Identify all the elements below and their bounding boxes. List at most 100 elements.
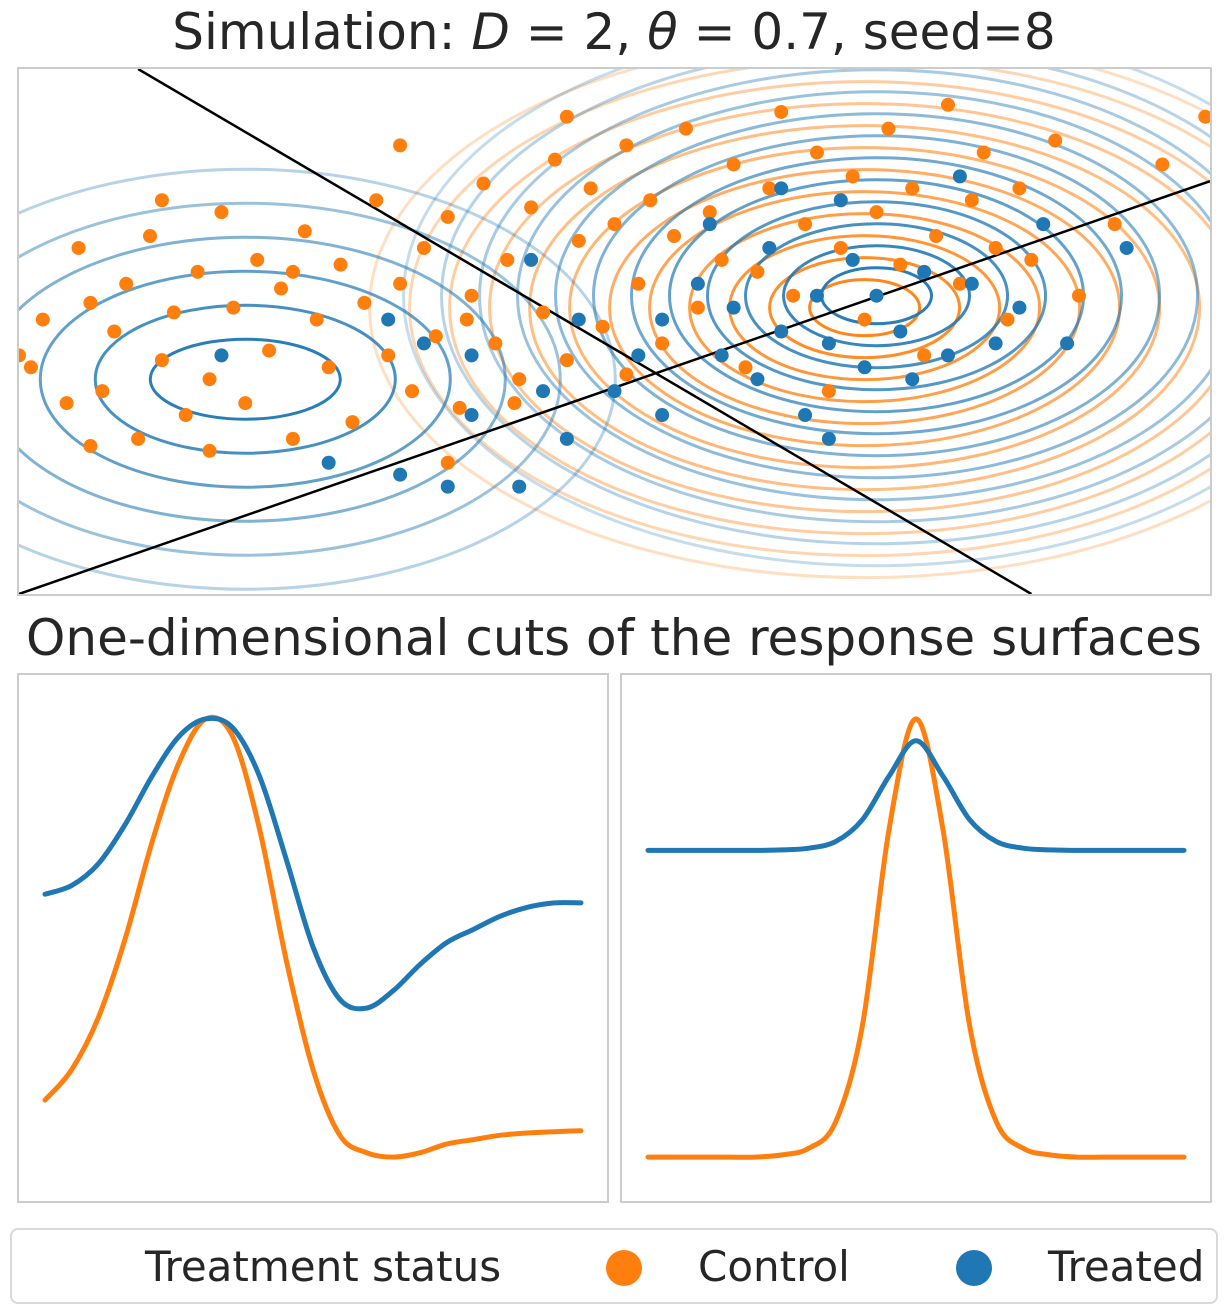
point-control-33 [416, 240, 431, 255]
point-control-34 [428, 329, 443, 344]
point-treated-32 [833, 193, 848, 208]
point-control-35 [440, 209, 455, 224]
point-treated-38 [821, 431, 836, 446]
point-control-78 [952, 276, 967, 291]
contour-treated-1-11 [402, 69, 1210, 568]
point-control-37 [464, 288, 479, 303]
point-control-77 [940, 97, 955, 112]
point-control-66 [809, 145, 824, 160]
point-control-64 [786, 288, 801, 303]
title-prefix: Simulation: [172, 3, 472, 61]
contour-control-0-10 [408, 69, 1210, 558]
point-treated-33 [952, 169, 967, 184]
contour-control-0-3 [688, 212, 1042, 404]
contour-control-0-11 [368, 69, 1210, 580]
point-treated-40 [214, 348, 229, 363]
point-treated-24 [893, 324, 908, 339]
cut2-line-control [645, 716, 1187, 1160]
point-control-79 [964, 193, 979, 208]
point-treated-2 [440, 479, 455, 494]
point-control-40 [500, 252, 515, 267]
point-control-76 [929, 229, 944, 244]
cut-plot-2 [645, 716, 1187, 1160]
point-control-65 [798, 217, 813, 232]
point-treated-7 [536, 384, 551, 399]
cut2-line-treated [645, 738, 1187, 853]
point-control-85 [1048, 133, 1063, 148]
point-control-52 [643, 193, 658, 208]
point-control-50 [619, 138, 634, 153]
point-control-31 [393, 276, 408, 291]
contour-control-0-8 [488, 102, 1210, 514]
point-control-3 [59, 396, 74, 411]
point-control-11 [154, 353, 169, 368]
point-treated-39 [524, 252, 539, 267]
point-treated-21 [845, 252, 860, 267]
point-control-67 [821, 384, 836, 399]
point-treated-4 [464, 348, 479, 363]
point-control-29 [369, 193, 384, 208]
contour-treated-1-7 [554, 112, 1200, 480]
contour-treated-1-1 [782, 244, 972, 348]
point-treated-20 [821, 336, 836, 351]
point-control-7 [107, 324, 122, 339]
point-control-75 [917, 348, 932, 363]
contour-treated-1-3 [706, 200, 1048, 392]
contour-control-0-7 [528, 124, 1202, 492]
subplots-title: One-dimensional cuts of the response sur… [26, 609, 1202, 667]
point-treated-28 [988, 336, 1003, 351]
point-control-74 [905, 181, 920, 196]
point-control-46 [571, 233, 586, 248]
point-control-89 [1198, 109, 1210, 124]
point-control-12 [166, 305, 181, 320]
point-control-8 [119, 276, 134, 291]
cut1-line-treated [42, 715, 584, 1012]
contour-treated-2-3 [19, 235, 507, 523]
point-control-13 [178, 408, 193, 423]
point-control-30 [381, 348, 396, 363]
point-control-9 [131, 431, 146, 446]
point-control-95 [83, 439, 98, 454]
point-treated-23 [869, 288, 884, 303]
point-control-6 [95, 384, 110, 399]
point-control-62 [762, 181, 777, 196]
cut-panel-2 [620, 673, 1212, 1203]
point-control-1 [23, 360, 38, 375]
point-control-45 [559, 353, 574, 368]
title-d-symbol: D [471, 3, 510, 61]
contour-treated-1-9 [478, 69, 1210, 524]
point-treated-3 [512, 479, 527, 494]
legend-label-treated: Treated [1048, 1242, 1205, 1291]
point-treated-37 [905, 372, 920, 387]
point-control-69 [845, 169, 860, 184]
legend-title: Treatment status [145, 1242, 502, 1291]
point-treated-41 [381, 312, 396, 327]
point-treated-6 [464, 408, 479, 423]
point-control-91 [440, 455, 455, 470]
contour-treated-2-0 [148, 337, 342, 421]
point-treated-35 [655, 408, 670, 423]
point-treated-26 [940, 348, 955, 363]
point-control-83 [1012, 181, 1027, 196]
contour-control-0-9 [448, 80, 1210, 536]
point-control-90 [202, 443, 217, 458]
contour-control-0-1 [768, 256, 962, 360]
point-treated-34 [702, 217, 717, 232]
contour-treated-1-10 [440, 69, 1210, 546]
contour-treated-1-2 [744, 222, 1010, 370]
point-treated-11 [655, 312, 670, 327]
point-control-99 [459, 312, 474, 327]
contour-control-0-0 [808, 278, 922, 338]
point-control-28 [357, 295, 372, 310]
point-control-41 [512, 372, 527, 387]
scatter-contour-panel [17, 67, 1212, 596]
point-control-61 [750, 264, 765, 279]
point-control-18 [238, 396, 253, 411]
point-control-51 [631, 276, 646, 291]
point-control-55 [678, 121, 693, 136]
cut1-line-control [42, 714, 584, 1160]
point-control-4 [71, 240, 86, 255]
point-control-23 [297, 224, 312, 239]
point-control-94 [154, 193, 169, 208]
point-control-73 [893, 257, 908, 272]
